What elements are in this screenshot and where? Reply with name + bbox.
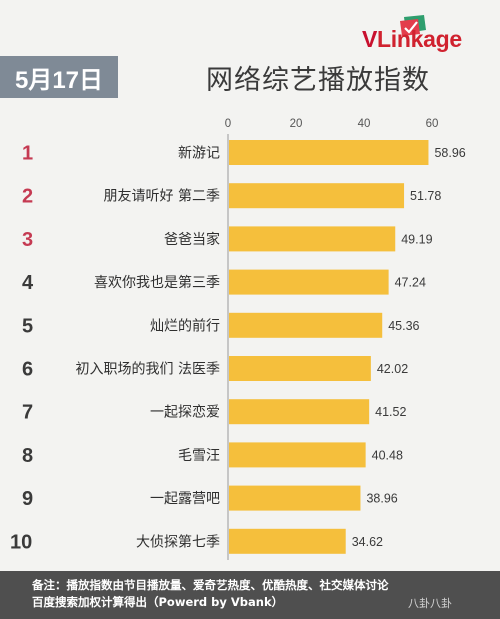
bar [229, 399, 370, 425]
rank-number: 8 [22, 445, 33, 467]
category-label: 大侦探第七季 [136, 533, 220, 550]
bar [229, 442, 366, 468]
rank-number: 1 [22, 143, 33, 165]
bar [229, 226, 396, 252]
bar-value-label: 34.62 [352, 535, 383, 549]
rank-number: 3 [22, 229, 33, 251]
chart-title: 网络综艺播放指数 [206, 65, 430, 96]
bar-value-label: 41.52 [375, 405, 406, 419]
footnote-line-2: 百度搜索加权计算得出（Powerd by Vbank） [32, 595, 284, 609]
bar [229, 356, 371, 381]
category-label: 毛雪汪 [178, 448, 220, 464]
category-label: 爸爸当家 [164, 231, 220, 248]
bar [229, 140, 429, 165]
logo-text: VLinkage [362, 26, 462, 53]
footnote-line-1: 备注：播放指数由节目播放量、爱奇艺热度、优酷热度、社交媒体讨论 [32, 578, 389, 592]
footnote: 备注：播放指数由节目播放量、爱奇艺热度、优酷热度、社交媒体讨论 百度搜索加权计算… [0, 571, 500, 619]
rank-number: 9 [22, 488, 33, 510]
rank-number: 4 [22, 272, 34, 294]
x-tick-label: 20 [290, 118, 303, 130]
rank-number: 10 [10, 531, 32, 553]
bar-value-label: 58.96 [434, 146, 465, 160]
bar [229, 269, 389, 295]
category-label: 灿烂的前行 [150, 317, 220, 334]
watermark: 八卦八卦 [408, 597, 452, 610]
bar-value-label: 40.48 [372, 448, 403, 462]
bar [229, 312, 383, 338]
rank-number: 2 [22, 186, 33, 208]
rank-number: 5 [22, 315, 33, 337]
logo-text-v: V [362, 26, 378, 52]
bar [229, 528, 346, 554]
category-label: 初入职场的我们 法医季 [76, 361, 220, 378]
bar [229, 183, 405, 209]
x-tick-label: 0 [225, 118, 231, 130]
x-tick-label: 60 [426, 118, 439, 130]
x-tick-label: 40 [358, 118, 371, 130]
logo-tile-icon [400, 15, 426, 36]
category-label: 一起露营吧 [150, 491, 220, 507]
rank-number: 7 [22, 402, 33, 424]
date-badge: 5月17日 [0, 56, 118, 98]
bar-value-label: 51.78 [410, 189, 441, 203]
category-label: 一起探恋爱 [150, 404, 220, 421]
category-label: 新游记 [178, 146, 220, 162]
bar-value-label: 42.02 [377, 362, 408, 376]
bar-value-label: 47.24 [395, 276, 426, 290]
rank-number: 6 [22, 359, 33, 381]
bar-value-label: 49.19 [401, 232, 432, 246]
bar-chart: 0 20 40 60 58.96 新游记 1 51.78 朋友请听好 第二季 2 49.19 爸爸当家… [10, 118, 466, 560]
logo-text-rest: Linkage [377, 26, 462, 52]
bar-value-label: 45.36 [388, 319, 419, 333]
bar-value-label: 38.96 [366, 492, 397, 506]
category-label: 喜欢你我也是第三季 [94, 274, 220, 291]
bar [229, 485, 361, 511]
category-label: 朋友请听好 第二季 [104, 188, 220, 205]
